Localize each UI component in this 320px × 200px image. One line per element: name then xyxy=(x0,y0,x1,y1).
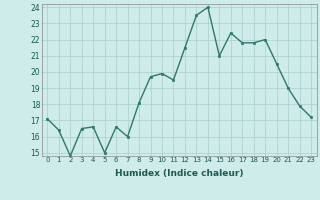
X-axis label: Humidex (Indice chaleur): Humidex (Indice chaleur) xyxy=(115,169,244,178)
